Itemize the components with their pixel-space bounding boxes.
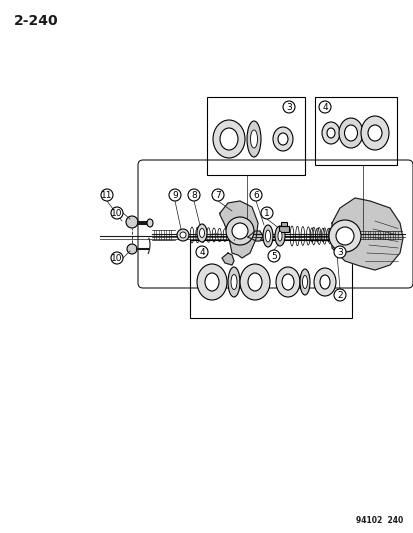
Ellipse shape — [147, 219, 153, 227]
Ellipse shape — [262, 225, 272, 247]
Ellipse shape — [204, 273, 218, 291]
Circle shape — [211, 189, 223, 201]
Text: 3: 3 — [336, 247, 342, 256]
Text: 9: 9 — [172, 190, 178, 199]
Ellipse shape — [367, 125, 381, 141]
Text: 6: 6 — [252, 190, 258, 199]
Ellipse shape — [240, 264, 269, 300]
Circle shape — [101, 189, 113, 201]
Circle shape — [111, 207, 123, 219]
Ellipse shape — [228, 267, 240, 297]
Ellipse shape — [250, 130, 257, 148]
Text: 11: 11 — [101, 190, 112, 199]
Bar — [280, 222, 286, 226]
Text: 2: 2 — [336, 290, 342, 300]
Ellipse shape — [197, 224, 206, 242]
Text: 2-240: 2-240 — [14, 14, 59, 28]
Ellipse shape — [302, 276, 307, 288]
Text: 94102  240: 94102 240 — [355, 516, 402, 525]
Circle shape — [231, 223, 247, 239]
Ellipse shape — [247, 121, 260, 157]
Circle shape — [318, 101, 330, 113]
Bar — [190, 240, 351, 318]
Ellipse shape — [197, 264, 226, 300]
Ellipse shape — [230, 274, 236, 289]
Ellipse shape — [275, 267, 299, 297]
Circle shape — [111, 252, 123, 264]
Bar — [206, 97, 304, 175]
Ellipse shape — [319, 275, 329, 289]
Ellipse shape — [321, 122, 339, 144]
Circle shape — [188, 189, 199, 201]
Text: 8: 8 — [191, 190, 197, 199]
Text: 7: 7 — [215, 190, 221, 199]
Ellipse shape — [199, 229, 204, 238]
Circle shape — [195, 246, 207, 258]
Ellipse shape — [313, 268, 335, 296]
Circle shape — [240, 227, 255, 243]
Ellipse shape — [326, 128, 334, 138]
Ellipse shape — [212, 120, 244, 158]
Ellipse shape — [247, 273, 261, 291]
Ellipse shape — [344, 125, 357, 141]
Ellipse shape — [281, 274, 293, 290]
Ellipse shape — [274, 226, 284, 246]
Circle shape — [127, 244, 137, 254]
Text: 4: 4 — [321, 102, 327, 111]
Ellipse shape — [299, 269, 309, 295]
Circle shape — [328, 220, 360, 252]
Polygon shape — [331, 198, 402, 270]
Circle shape — [243, 231, 252, 239]
Circle shape — [335, 227, 353, 245]
Circle shape — [225, 217, 254, 245]
Text: 1: 1 — [263, 208, 269, 217]
Ellipse shape — [219, 128, 237, 150]
Text: 4: 4 — [199, 247, 204, 256]
Bar — [314, 97, 396, 165]
Ellipse shape — [265, 230, 270, 242]
Polygon shape — [219, 201, 257, 258]
Circle shape — [333, 289, 345, 301]
Circle shape — [333, 246, 345, 258]
Polygon shape — [247, 231, 262, 241]
Ellipse shape — [338, 118, 362, 148]
Text: 10: 10 — [111, 208, 122, 217]
Ellipse shape — [272, 127, 292, 151]
Circle shape — [249, 189, 261, 201]
Polygon shape — [221, 253, 233, 265]
Circle shape — [267, 250, 279, 262]
Circle shape — [180, 232, 185, 238]
Circle shape — [169, 189, 180, 201]
Circle shape — [126, 216, 138, 228]
Bar — [278, 226, 288, 232]
Ellipse shape — [277, 133, 287, 145]
Circle shape — [177, 229, 189, 241]
Ellipse shape — [360, 116, 388, 150]
Circle shape — [260, 207, 272, 219]
Text: 5: 5 — [271, 252, 276, 261]
Text: 10: 10 — [111, 254, 122, 262]
Circle shape — [282, 101, 294, 113]
Ellipse shape — [277, 231, 281, 241]
Text: 3: 3 — [285, 102, 291, 111]
